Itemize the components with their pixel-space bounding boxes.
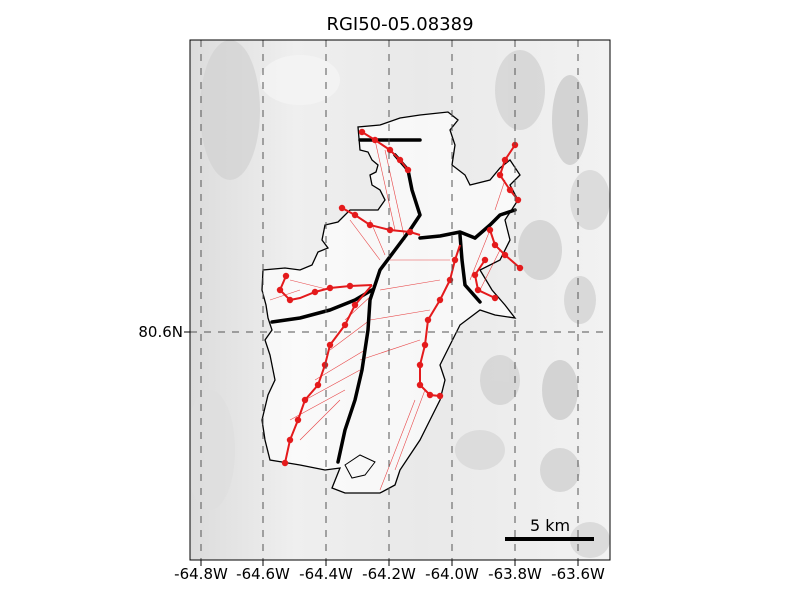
longitude-tick-label: -64.2W	[362, 565, 416, 583]
graticule	[190, 40, 610, 560]
terrain-hillshade	[190, 40, 610, 558]
latitude-tick-label: 80.6N	[138, 323, 183, 341]
longitude-tick-label: -64.8W	[174, 565, 228, 583]
longitude-tick-label: -64.6W	[236, 565, 290, 583]
scale-bar-label: 5 km	[529, 516, 571, 535]
glacier-centerlines	[270, 138, 517, 464]
longitude-tick-label: -63.8W	[488, 565, 542, 583]
scale-bar	[505, 537, 594, 541]
map-title: RGI50-05.08389	[326, 14, 474, 35]
flowline-markers	[276, 128, 524, 467]
tick-marks	[184, 331, 579, 566]
longitude-tick-label: -64.0W	[425, 565, 479, 583]
longitude-tick-label: -63.6W	[551, 565, 605, 583]
longitude-tick-label: -64.4W	[299, 565, 353, 583]
map-frame	[189, 39, 611, 561]
